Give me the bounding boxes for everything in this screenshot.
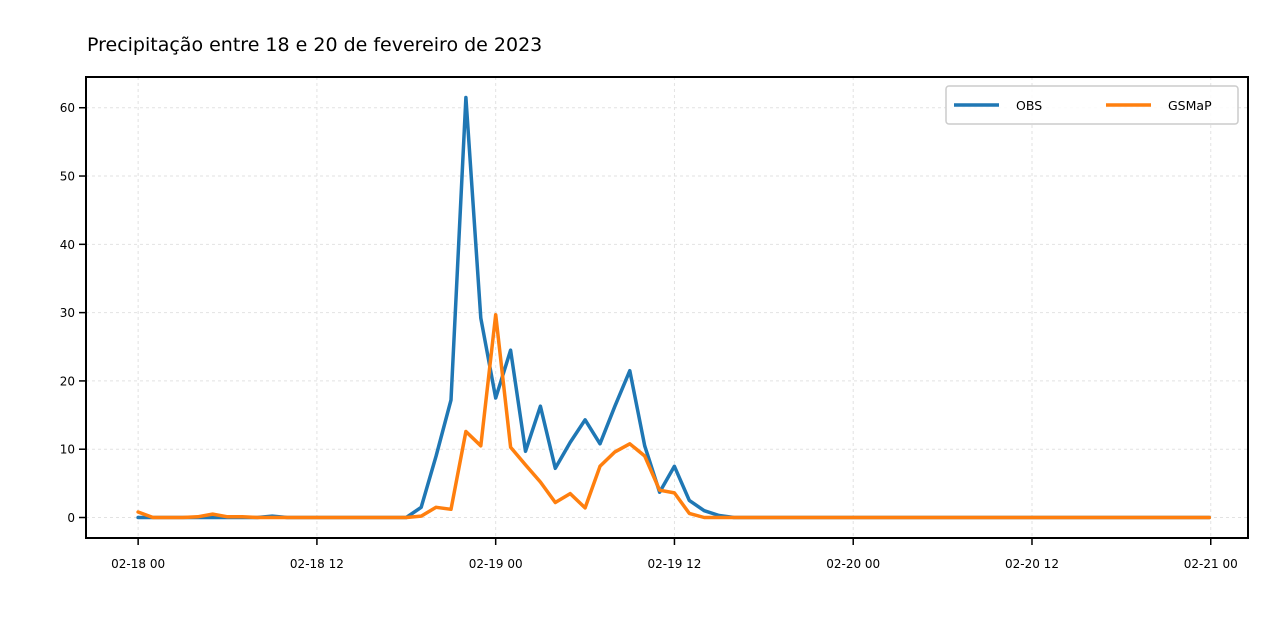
y-tick-label: 50 bbox=[60, 170, 75, 184]
y-tick-label: 10 bbox=[60, 443, 75, 457]
y-tick-label: 20 bbox=[60, 374, 75, 388]
x-tick-label: 02-20 00 bbox=[826, 557, 880, 571]
legend-label: GSMaP bbox=[1168, 98, 1212, 113]
y-tick-label: 30 bbox=[60, 306, 75, 320]
grid-layer bbox=[86, 77, 1248, 538]
y-tick-label: 40 bbox=[60, 238, 75, 252]
plot-frame bbox=[85, 76, 1249, 539]
legend-box bbox=[945, 85, 1239, 125]
y-tick-label: 60 bbox=[60, 101, 75, 115]
chart-title: Precipitação entre 18 e 20 de fevereiro … bbox=[87, 34, 542, 56]
x-tick-label: 02-21 00 bbox=[1184, 557, 1238, 571]
legend-label: OBS bbox=[1016, 98, 1042, 113]
y-tick-label: 0 bbox=[67, 511, 75, 525]
x-tick-label: 02-18 12 bbox=[290, 557, 344, 571]
axis-layer: 02-18 00 02-18 12 02-19 00 02-19 12 02-20 00… bbox=[60, 101, 1238, 571]
x-tick-label: 02-19 00 bbox=[469, 557, 523, 571]
series-layer bbox=[136, 95, 1212, 520]
x-tick-label: 02-18 00 bbox=[111, 557, 165, 571]
legend: OBS GSMaP bbox=[945, 85, 1239, 125]
x-tick-label: 02-20 12 bbox=[1005, 557, 1059, 571]
series-line-obs bbox=[136, 95, 1212, 520]
series-line-gsmap bbox=[136, 312, 1212, 520]
x-tick-label: 02-19 12 bbox=[647, 557, 701, 571]
